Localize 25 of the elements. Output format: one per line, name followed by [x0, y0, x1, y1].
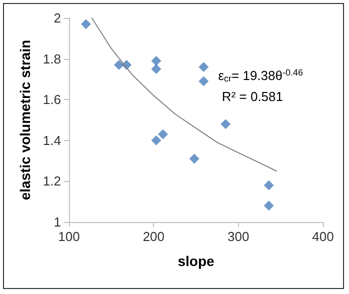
point	[198, 62, 209, 72]
y-tick-label: 1.4	[42, 132, 61, 148]
point	[198, 76, 209, 86]
point	[220, 119, 231, 130]
point	[151, 135, 162, 146]
y-tick-label: 1	[54, 214, 61, 230]
x-tick-label: 400	[312, 229, 334, 244]
point	[189, 154, 200, 164]
y-tick-label: 1.2	[42, 174, 61, 189]
y-tick-label: 2	[54, 10, 61, 26]
y-tick-label: 1.6	[42, 92, 61, 108]
point	[151, 56, 162, 66]
x-tick-label: 200	[142, 229, 165, 244]
x-axis-title: slope	[178, 253, 214, 269]
x-tick-label: 300	[227, 229, 250, 244]
point	[264, 200, 274, 211]
point	[151, 64, 162, 74]
y-tick-label: 1.8	[42, 51, 61, 66]
y-axis-title: elastic volumetric strain	[17, 40, 34, 200]
point	[114, 60, 124, 70]
point	[264, 180, 274, 190]
annotation: R² = 0.581	[222, 89, 284, 104]
point	[158, 129, 168, 140]
point	[80, 19, 91, 30]
x-tick-label: 100	[58, 229, 80, 244]
